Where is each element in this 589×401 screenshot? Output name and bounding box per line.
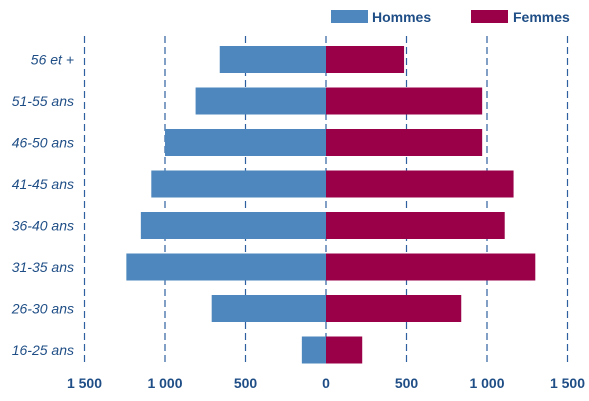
bar-hommes bbox=[126, 253, 326, 281]
bar-femmes bbox=[326, 295, 462, 322]
category-labels: 56 et + 51-55 ans 46-50 ans 41-45 ans 36-40 … bbox=[11, 52, 74, 359]
bar-hommes bbox=[301, 336, 326, 364]
x-tick-label: 0 bbox=[322, 375, 330, 391]
x-tick-label: 1 500 bbox=[67, 375, 102, 391]
category-label: 16-25 ans bbox=[12, 342, 74, 358]
bar-femmes bbox=[326, 87, 483, 115]
category-label: 31-35 ans bbox=[12, 259, 74, 275]
bar-femmes bbox=[326, 170, 514, 198]
bar-femmes bbox=[326, 253, 536, 281]
category-label: 36-40 ans bbox=[12, 218, 74, 234]
x-tick-label: 1 000 bbox=[469, 375, 504, 391]
bar-hommes bbox=[140, 212, 326, 239]
bar-hommes bbox=[195, 87, 326, 115]
x-axis-tick-labels: 1 500 1 000 500 0 500 1 000 1 500 bbox=[67, 375, 585, 391]
legend-swatch bbox=[331, 10, 368, 23]
legend-label: Femmes bbox=[513, 9, 570, 25]
x-tick-label: 1 000 bbox=[147, 375, 182, 391]
bar-femmes bbox=[326, 212, 505, 239]
category-label: 41-45 ans bbox=[12, 176, 74, 192]
category-label: 51-55 ans bbox=[12, 93, 74, 109]
bar-hommes bbox=[219, 46, 326, 73]
bar-femmes bbox=[326, 46, 405, 73]
bar-femmes bbox=[326, 129, 483, 156]
bar-hommes bbox=[211, 295, 326, 322]
x-tick-label: 500 bbox=[395, 375, 419, 391]
category-label: 26-30 ans bbox=[11, 301, 74, 317]
bar-hommes bbox=[165, 129, 326, 156]
x-tick-label: 1 500 bbox=[550, 375, 585, 391]
x-tick-label: 500 bbox=[234, 375, 258, 391]
bars-layer bbox=[126, 46, 536, 364]
category-label: 46-50 ans bbox=[12, 135, 74, 151]
bar-femmes bbox=[326, 336, 363, 364]
legend-label: Hommes bbox=[372, 9, 431, 25]
bar-hommes bbox=[151, 170, 326, 198]
category-label: 56 et + bbox=[31, 52, 74, 68]
legend: Hommes Femmes bbox=[331, 9, 570, 25]
legend-swatch bbox=[471, 10, 508, 23]
